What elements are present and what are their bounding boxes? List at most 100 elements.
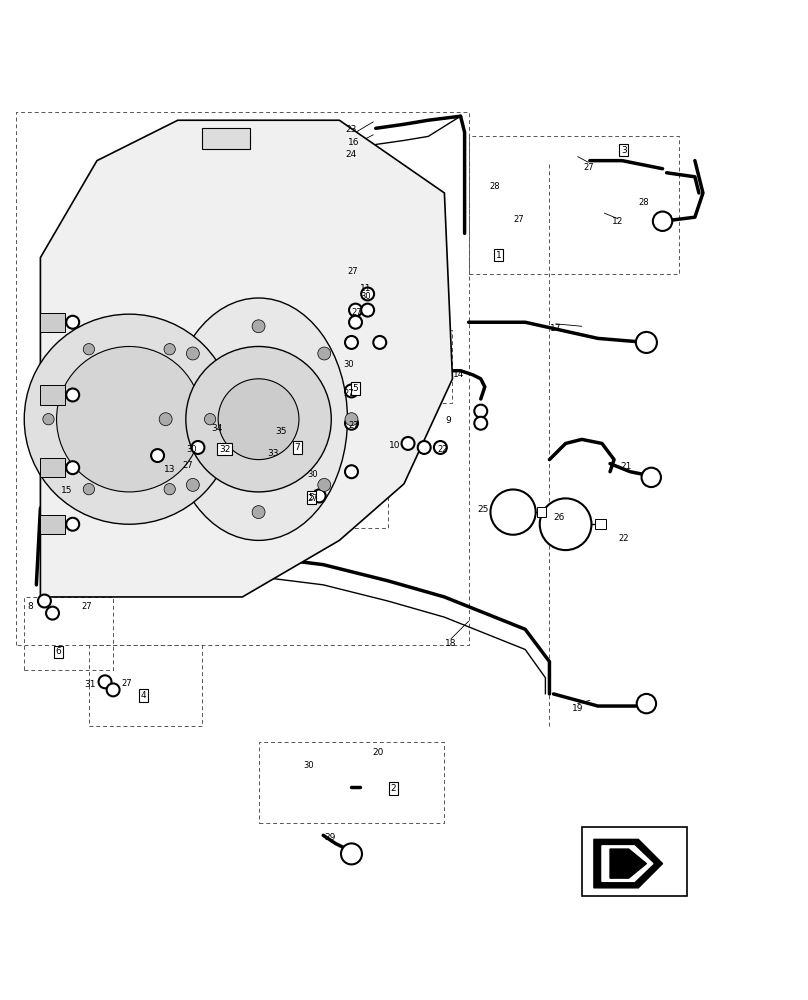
Bar <box>40 385 65 405</box>
Circle shape <box>345 413 358 426</box>
Circle shape <box>637 694 656 713</box>
Circle shape <box>159 413 172 426</box>
Text: 25: 25 <box>478 505 489 514</box>
Text: 15: 15 <box>61 486 72 495</box>
Circle shape <box>313 489 326 502</box>
Circle shape <box>151 449 164 462</box>
Circle shape <box>66 461 79 474</box>
Circle shape <box>349 316 362 329</box>
Text: 16: 16 <box>348 138 360 147</box>
Circle shape <box>349 304 362 317</box>
Circle shape <box>318 478 330 491</box>
Circle shape <box>402 437 415 450</box>
Circle shape <box>83 344 95 355</box>
Circle shape <box>642 468 661 487</box>
Circle shape <box>66 316 79 329</box>
Text: 32: 32 <box>219 445 230 454</box>
Text: 14: 14 <box>453 370 465 379</box>
Circle shape <box>345 417 358 430</box>
Text: 12: 12 <box>612 217 624 226</box>
Circle shape <box>345 384 358 397</box>
Text: 27: 27 <box>351 308 363 317</box>
Text: 1: 1 <box>495 251 502 260</box>
Bar <box>40 313 65 332</box>
Text: 31: 31 <box>85 680 96 689</box>
Text: 23: 23 <box>346 125 357 134</box>
Text: 5: 5 <box>308 493 314 502</box>
Text: 7: 7 <box>294 443 301 452</box>
Bar <box>40 458 65 477</box>
Ellipse shape <box>170 298 347 540</box>
Text: 28: 28 <box>489 182 500 191</box>
Text: 30: 30 <box>186 445 197 454</box>
Text: 28: 28 <box>638 198 650 207</box>
Text: 17: 17 <box>550 324 562 333</box>
Text: 22: 22 <box>619 534 629 543</box>
Circle shape <box>345 336 358 349</box>
Text: 2: 2 <box>391 784 396 793</box>
Circle shape <box>636 332 657 353</box>
Circle shape <box>318 347 330 360</box>
Circle shape <box>490 489 536 535</box>
Text: 27: 27 <box>343 389 355 398</box>
Circle shape <box>66 518 79 531</box>
Bar <box>537 507 546 517</box>
Text: 27: 27 <box>121 679 133 688</box>
Circle shape <box>361 304 374 317</box>
Circle shape <box>341 843 362 864</box>
Circle shape <box>187 478 200 491</box>
Circle shape <box>653 212 672 231</box>
Text: 21: 21 <box>621 462 632 471</box>
Circle shape <box>418 441 431 454</box>
Circle shape <box>204 414 216 425</box>
Text: 29: 29 <box>324 833 335 842</box>
Circle shape <box>24 314 234 524</box>
Text: 13: 13 <box>164 465 175 474</box>
Text: 30: 30 <box>303 761 314 770</box>
Text: 11: 11 <box>360 284 372 293</box>
Circle shape <box>66 388 79 401</box>
Text: 27: 27 <box>513 215 524 224</box>
Circle shape <box>43 414 54 425</box>
Circle shape <box>252 320 265 333</box>
Bar <box>582 827 687 896</box>
Polygon shape <box>40 120 452 597</box>
Text: 34: 34 <box>211 424 222 433</box>
Circle shape <box>361 287 374 300</box>
Polygon shape <box>594 839 663 888</box>
Text: 22: 22 <box>438 445 448 454</box>
Text: 27: 27 <box>583 163 594 172</box>
Text: 24: 24 <box>346 150 357 159</box>
Text: 27: 27 <box>348 421 360 430</box>
Circle shape <box>191 441 204 454</box>
Circle shape <box>186 346 331 492</box>
Text: 35: 35 <box>276 427 287 436</box>
Bar <box>595 519 606 529</box>
Text: 30: 30 <box>343 360 355 369</box>
Text: 10: 10 <box>389 441 400 450</box>
Bar <box>40 515 65 534</box>
Text: 26: 26 <box>553 513 565 522</box>
Text: 30: 30 <box>307 470 318 479</box>
Text: 27: 27 <box>182 461 193 470</box>
Text: 27: 27 <box>347 267 359 276</box>
Circle shape <box>345 465 358 478</box>
Circle shape <box>164 484 175 495</box>
Circle shape <box>99 675 112 688</box>
Circle shape <box>57 346 202 492</box>
Polygon shape <box>610 849 646 878</box>
Text: 27: 27 <box>307 494 318 503</box>
Circle shape <box>46 607 59 620</box>
Text: 20: 20 <box>372 748 384 757</box>
Circle shape <box>107 683 120 696</box>
Text: 5: 5 <box>352 384 359 393</box>
Circle shape <box>187 347 200 360</box>
Circle shape <box>164 344 175 355</box>
Text: 30: 30 <box>360 292 371 301</box>
Circle shape <box>218 379 299 460</box>
Text: 18: 18 <box>445 639 457 648</box>
Circle shape <box>83 484 95 495</box>
Text: 19: 19 <box>572 704 583 713</box>
Text: 6: 6 <box>55 647 61 656</box>
Text: 3: 3 <box>621 146 627 155</box>
